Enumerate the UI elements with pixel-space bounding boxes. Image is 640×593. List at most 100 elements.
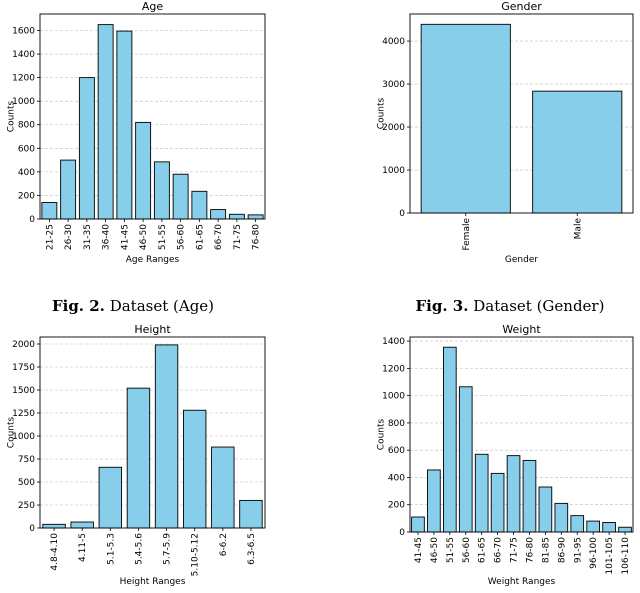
bar xyxy=(490,472,505,533)
bar xyxy=(420,23,511,214)
y-tick-label: 750 xyxy=(18,455,35,465)
bar xyxy=(126,387,151,529)
bar xyxy=(41,202,58,220)
bar xyxy=(411,516,425,533)
y-tick-label: 1200 xyxy=(382,364,405,374)
x-tick-label: 5.4-5.6 xyxy=(134,533,144,565)
x-tick-label: 4.8-4.10 xyxy=(50,533,60,571)
bar xyxy=(60,159,77,220)
bar xyxy=(228,213,245,220)
x-tick-label: 4.11-5 xyxy=(78,533,88,562)
x-tick-label: 36-40 xyxy=(102,224,112,250)
y-tick-label: 1500 xyxy=(12,386,35,396)
caption-text: Dataset (Gender) xyxy=(473,297,604,315)
x-axis-label: Height Ranges xyxy=(120,577,186,587)
y-tick-label: 200 xyxy=(388,501,405,511)
bar xyxy=(211,446,235,529)
y-tick-label: 600 xyxy=(388,446,405,456)
x-tick-label: 101-105 xyxy=(605,537,615,575)
x-tick-label: 76-80 xyxy=(252,224,262,250)
x-tick-label: 46-50 xyxy=(430,537,440,563)
x-tick-label: 56-60 xyxy=(462,537,472,563)
bar xyxy=(554,502,569,533)
y-tick-label: 250 xyxy=(18,501,35,511)
bar xyxy=(443,346,457,533)
caption-label: Fig. 2. xyxy=(52,297,105,315)
bar xyxy=(116,30,133,220)
x-tick-label: 6.3-6.5 xyxy=(247,533,257,565)
bar xyxy=(586,520,600,533)
x-tick-label: 51-55 xyxy=(158,224,168,250)
bar xyxy=(602,522,616,533)
y-tick-label: 0 xyxy=(29,524,35,534)
y-tick-label: 800 xyxy=(388,419,405,429)
plot-frame xyxy=(39,13,266,220)
x-tick-label: 61-65 xyxy=(478,537,488,563)
bar xyxy=(42,523,66,529)
y-tick-label: 3000 xyxy=(382,80,405,90)
chart-title: Weight xyxy=(502,323,541,336)
y-tick-label: 1600 xyxy=(12,26,35,36)
bar xyxy=(78,77,95,220)
y-axis-label: Counts xyxy=(377,97,387,129)
bar xyxy=(70,521,94,529)
x-tick-label: 5.10-5.12 xyxy=(191,533,201,576)
bar xyxy=(210,209,227,220)
x-tick-label: 61-65 xyxy=(195,224,205,250)
y-tick-label: 0 xyxy=(399,528,405,538)
x-tick-label: 46-50 xyxy=(139,224,149,250)
y-axis-label: Counts xyxy=(7,416,17,448)
bar xyxy=(191,190,208,220)
y-tick-label: 800 xyxy=(18,121,35,131)
x-tick-label: 86-90 xyxy=(557,537,567,563)
y-tick-label: 1000 xyxy=(12,432,35,442)
y-tick-label: 1250 xyxy=(12,409,35,419)
x-tick-label: 5.1-5.3 xyxy=(106,533,116,565)
bar xyxy=(97,24,114,220)
x-tick-label: 26-30 xyxy=(64,224,74,250)
x-tick-label: 71-75 xyxy=(510,537,520,563)
bar xyxy=(153,161,170,220)
bar xyxy=(618,526,632,533)
y-tick-label: 0 xyxy=(399,209,405,219)
bar xyxy=(427,469,441,533)
y-tick-label: 200 xyxy=(18,191,35,201)
x-tick-label: 41-45 xyxy=(120,224,130,250)
x-axis-label: Gender xyxy=(505,255,538,265)
x-tick-label: 41-45 xyxy=(414,537,424,563)
bar xyxy=(458,386,473,533)
caption-text: Dataset (Age) xyxy=(110,297,214,315)
bar xyxy=(182,409,207,529)
y-tick-label: 1200 xyxy=(12,74,35,84)
x-axis-label: Age Ranges xyxy=(126,255,180,265)
y-tick-label: 1400 xyxy=(382,337,405,347)
bar xyxy=(522,459,537,533)
bar xyxy=(506,455,521,533)
chart-title: Gender xyxy=(501,0,542,13)
x-tick-label: 106-110 xyxy=(621,537,631,575)
chart-title: Height xyxy=(134,323,171,336)
y-tick-label: 4000 xyxy=(382,37,405,47)
y-tick-label: 1000 xyxy=(382,392,405,402)
x-tick-label: 5.7-5.9 xyxy=(163,533,173,565)
x-tick-label: 81-85 xyxy=(541,537,551,563)
y-axis-label: Counts xyxy=(7,100,17,132)
x-tick-label: 96-100 xyxy=(589,537,599,569)
plot-frame xyxy=(39,336,266,529)
x-tick-label: Male xyxy=(573,218,583,240)
x-tick-label: 71-75 xyxy=(233,224,243,250)
bar xyxy=(247,214,264,220)
x-tick-label: 66-70 xyxy=(214,224,224,250)
x-tick-label: Female xyxy=(462,218,472,251)
x-tick-label: 56-60 xyxy=(177,224,187,250)
plot-frame xyxy=(409,13,634,214)
caption-label: Fig. 3. xyxy=(416,297,469,315)
y-tick-label: 400 xyxy=(388,473,405,483)
bar xyxy=(135,121,152,220)
y-tick-label: 1000 xyxy=(382,166,405,176)
bar xyxy=(239,499,263,529)
y-tick-label: 2000 xyxy=(382,123,405,133)
y-tick-label: 1400 xyxy=(12,50,35,60)
x-tick-label: 31-35 xyxy=(83,224,93,250)
